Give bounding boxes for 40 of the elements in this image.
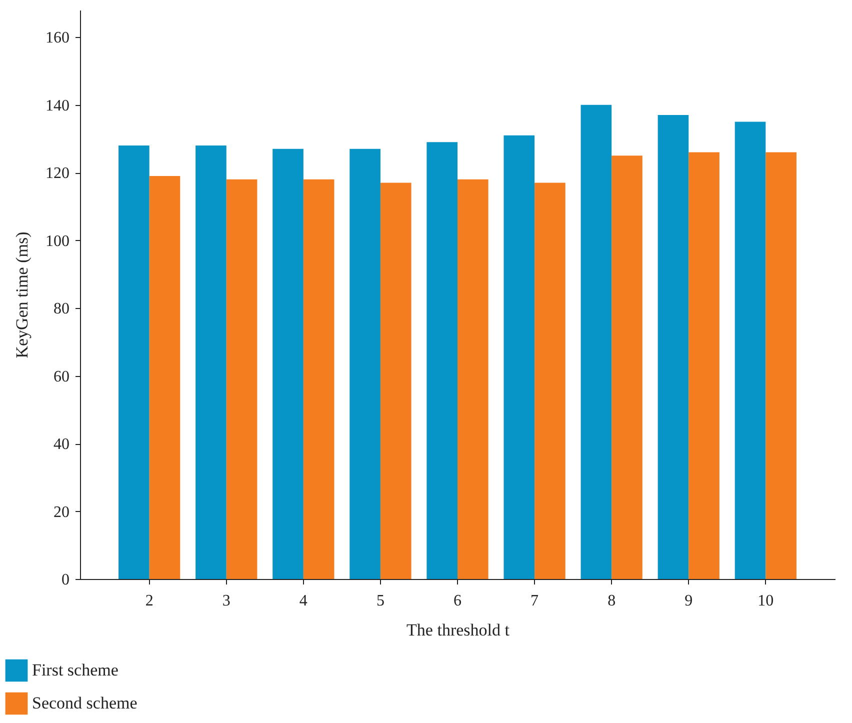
x-tick-label: 2: [145, 592, 154, 610]
y-tick-label: 120: [46, 165, 70, 182]
bar: [272, 148, 304, 579]
bar: [658, 114, 689, 579]
y-tick-label: 20: [54, 504, 70, 521]
bar: [534, 182, 566, 579]
y-axis-title: KeyGen time (ms): [12, 232, 32, 358]
bar: [380, 182, 412, 579]
bar: [612, 156, 642, 579]
x-tick-label: 6: [454, 592, 462, 610]
x-tick-label: 5: [376, 592, 384, 610]
bar: [196, 145, 226, 579]
x-axis-title: The threshold t: [406, 620, 510, 640]
bar: [350, 148, 380, 579]
y-tick-label: 60: [54, 368, 70, 386]
bar: [580, 104, 612, 579]
legend-label: Second scheme: [32, 694, 138, 712]
bar: [426, 142, 458, 579]
y-tick-label: 0: [62, 572, 70, 588]
bar: [504, 135, 535, 579]
bar: [118, 145, 150, 579]
x-tick-label: 3: [222, 592, 230, 610]
x-tick-label: 10: [758, 592, 774, 610]
y-tick-label: 140: [46, 97, 70, 114]
legend-label: First scheme: [32, 660, 118, 680]
bar: [766, 152, 796, 579]
bar: [149, 176, 180, 579]
x-tick-label: 9: [684, 592, 693, 610]
x-tick-label: 7: [530, 592, 539, 610]
bar: [688, 152, 720, 579]
y-tick-label: 100: [46, 232, 70, 250]
y-tick-label: 160: [46, 30, 70, 47]
y-tick-label: 40: [54, 436, 70, 454]
bar: [734, 122, 766, 579]
bar: [458, 179, 488, 579]
y-tick-label: 80: [54, 300, 70, 318]
bar: [226, 179, 258, 579]
x-tick-label: 8: [608, 592, 616, 610]
bar: [303, 179, 334, 579]
x-tick-label: 4: [299, 592, 308, 610]
